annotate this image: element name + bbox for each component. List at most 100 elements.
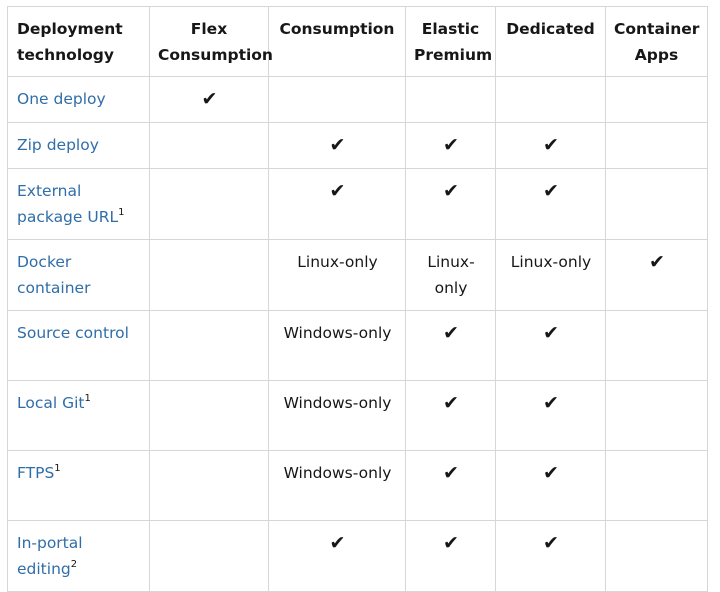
header-flex-consumption: Flex Consumption — [149, 6, 273, 77]
checkmark-icon: ✔ — [443, 532, 459, 554]
checkmark-icon: ✔ — [543, 134, 559, 156]
support-cell: ✔ — [495, 450, 606, 521]
support-cell: ✔ — [268, 122, 406, 169]
support-cell: ✔ — [495, 520, 606, 592]
deployment-link[interactable]: FTPS — [17, 464, 55, 482]
checkmark-icon: ✔ — [329, 532, 346, 554]
support-cell — [605, 450, 708, 521]
support-cell: Linux-only — [268, 239, 406, 311]
support-cell: ✔ — [268, 168, 406, 240]
support-cell — [149, 239, 269, 311]
support-cell — [149, 450, 269, 521]
checkmark-icon: ✔ — [443, 322, 459, 344]
support-note: Linux-only — [297, 253, 378, 271]
deployment-link[interactable]: External package URL — [17, 182, 119, 226]
support-cell — [605, 520, 708, 592]
support-cell — [605, 76, 708, 123]
footnote-marker: 1 — [118, 206, 125, 218]
deployment-link[interactable]: One deploy — [17, 90, 106, 108]
support-cell — [268, 76, 406, 123]
deployment-table-container: Deployment technology Flex Consumption C… — [7, 6, 708, 592]
support-cell: ✔ — [149, 76, 269, 123]
support-cell: ✔ — [495, 122, 606, 169]
checkmark-icon: ✔ — [329, 180, 346, 202]
support-cell — [605, 380, 708, 451]
table-row: One deploy ✔ — [7, 76, 708, 123]
support-note: Windows-only — [283, 324, 392, 342]
header-elastic-premium: Elastic Premium — [405, 6, 496, 77]
footnote-marker: 1 — [84, 392, 91, 404]
table-row: Docker container Linux-only Linux-only Linu… — [7, 239, 708, 311]
header-container-apps: Container Apps — [605, 6, 708, 77]
support-cell — [605, 168, 708, 240]
checkmark-icon: ✔ — [443, 462, 459, 484]
row-name-cell: External package URL1 — [7, 168, 150, 240]
deployment-link[interactable]: Local Git — [17, 394, 85, 412]
support-cell: ✔ — [605, 239, 708, 311]
checkmark-icon: ✔ — [649, 251, 665, 273]
table-header-row: Deployment technology Flex Consumption C… — [7, 6, 708, 77]
support-cell — [149, 122, 269, 169]
support-cell: ✔ — [268, 520, 406, 592]
support-cell — [405, 76, 496, 123]
support-cell — [605, 122, 708, 169]
support-cell — [149, 520, 269, 592]
support-cell: Windows-only — [268, 380, 406, 451]
support-note: Windows-only — [283, 464, 392, 482]
checkmark-icon: ✔ — [543, 392, 559, 414]
support-cell: Windows-only — [268, 450, 406, 521]
header-consumption: Consumption — [268, 6, 406, 77]
support-note: Linux-only — [427, 253, 475, 297]
row-name-cell: Zip deploy — [7, 122, 150, 169]
row-name-cell: Docker container — [7, 239, 150, 311]
table-row: External package URL1 ✔ ✔ ✔ — [7, 168, 708, 240]
table-row: Local Git1 Windows-only ✔ ✔ — [7, 380, 708, 451]
support-cell: Windows-only — [268, 310, 406, 381]
table-row: FTPS1 Windows-only ✔ ✔ — [7, 450, 708, 521]
support-cell: Linux-only — [405, 239, 496, 311]
support-cell: ✔ — [495, 380, 606, 451]
support-note: Linux-only — [510, 253, 592, 271]
row-name-cell: Source control — [7, 310, 150, 381]
checkmark-icon: ✔ — [543, 180, 559, 202]
footnote-marker: 2 — [70, 558, 78, 570]
row-name-cell: In-portal editing2 — [7, 520, 150, 592]
support-cell: ✔ — [405, 122, 496, 169]
support-cell: ✔ — [405, 520, 496, 592]
checkmark-icon: ✔ — [543, 532, 559, 554]
support-cell: ✔ — [405, 168, 496, 240]
support-cell: ✔ — [405, 380, 496, 451]
checkmark-icon: ✔ — [543, 322, 559, 344]
support-cell — [149, 380, 269, 451]
checkmark-icon: ✔ — [201, 88, 218, 110]
checkmark-icon: ✔ — [443, 134, 459, 156]
checkmark-icon: ✔ — [443, 180, 459, 202]
row-name-cell: One deploy — [7, 76, 150, 123]
support-cell: ✔ — [405, 450, 496, 521]
support-cell — [149, 168, 269, 240]
row-name-cell: Local Git1 — [7, 380, 150, 451]
table-row: Zip deploy ✔ ✔ ✔ — [7, 122, 708, 169]
footnote-marker: 1 — [54, 462, 61, 474]
support-cell: Linux-only — [495, 239, 606, 311]
support-cell: ✔ — [495, 310, 606, 381]
table-row: In-portal editing2 ✔ ✔ ✔ — [7, 520, 708, 592]
deployment-link[interactable]: In-portal editing — [17, 534, 83, 578]
row-name-cell: FTPS1 — [7, 450, 150, 521]
support-note: Windows-only — [283, 394, 392, 412]
deployment-link[interactable]: Docker container — [17, 253, 91, 297]
table-row: Source control Windows-only ✔ ✔ — [7, 310, 708, 381]
checkmark-icon: ✔ — [443, 392, 459, 414]
checkmark-icon: ✔ — [543, 462, 559, 484]
header-deployment-technology: Deployment technology — [7, 6, 150, 77]
deployment-technology-table: Deployment technology Flex Consumption C… — [7, 6, 708, 592]
deployment-link[interactable]: Source control — [17, 324, 129, 342]
deployment-link[interactable]: Zip deploy — [17, 136, 99, 154]
checkmark-icon: ✔ — [329, 134, 346, 156]
header-dedicated: Dedicated — [495, 6, 606, 77]
support-cell — [495, 76, 606, 123]
support-cell: ✔ — [495, 168, 606, 240]
support-cell — [605, 310, 708, 381]
support-cell — [149, 310, 269, 381]
support-cell: ✔ — [405, 310, 496, 381]
